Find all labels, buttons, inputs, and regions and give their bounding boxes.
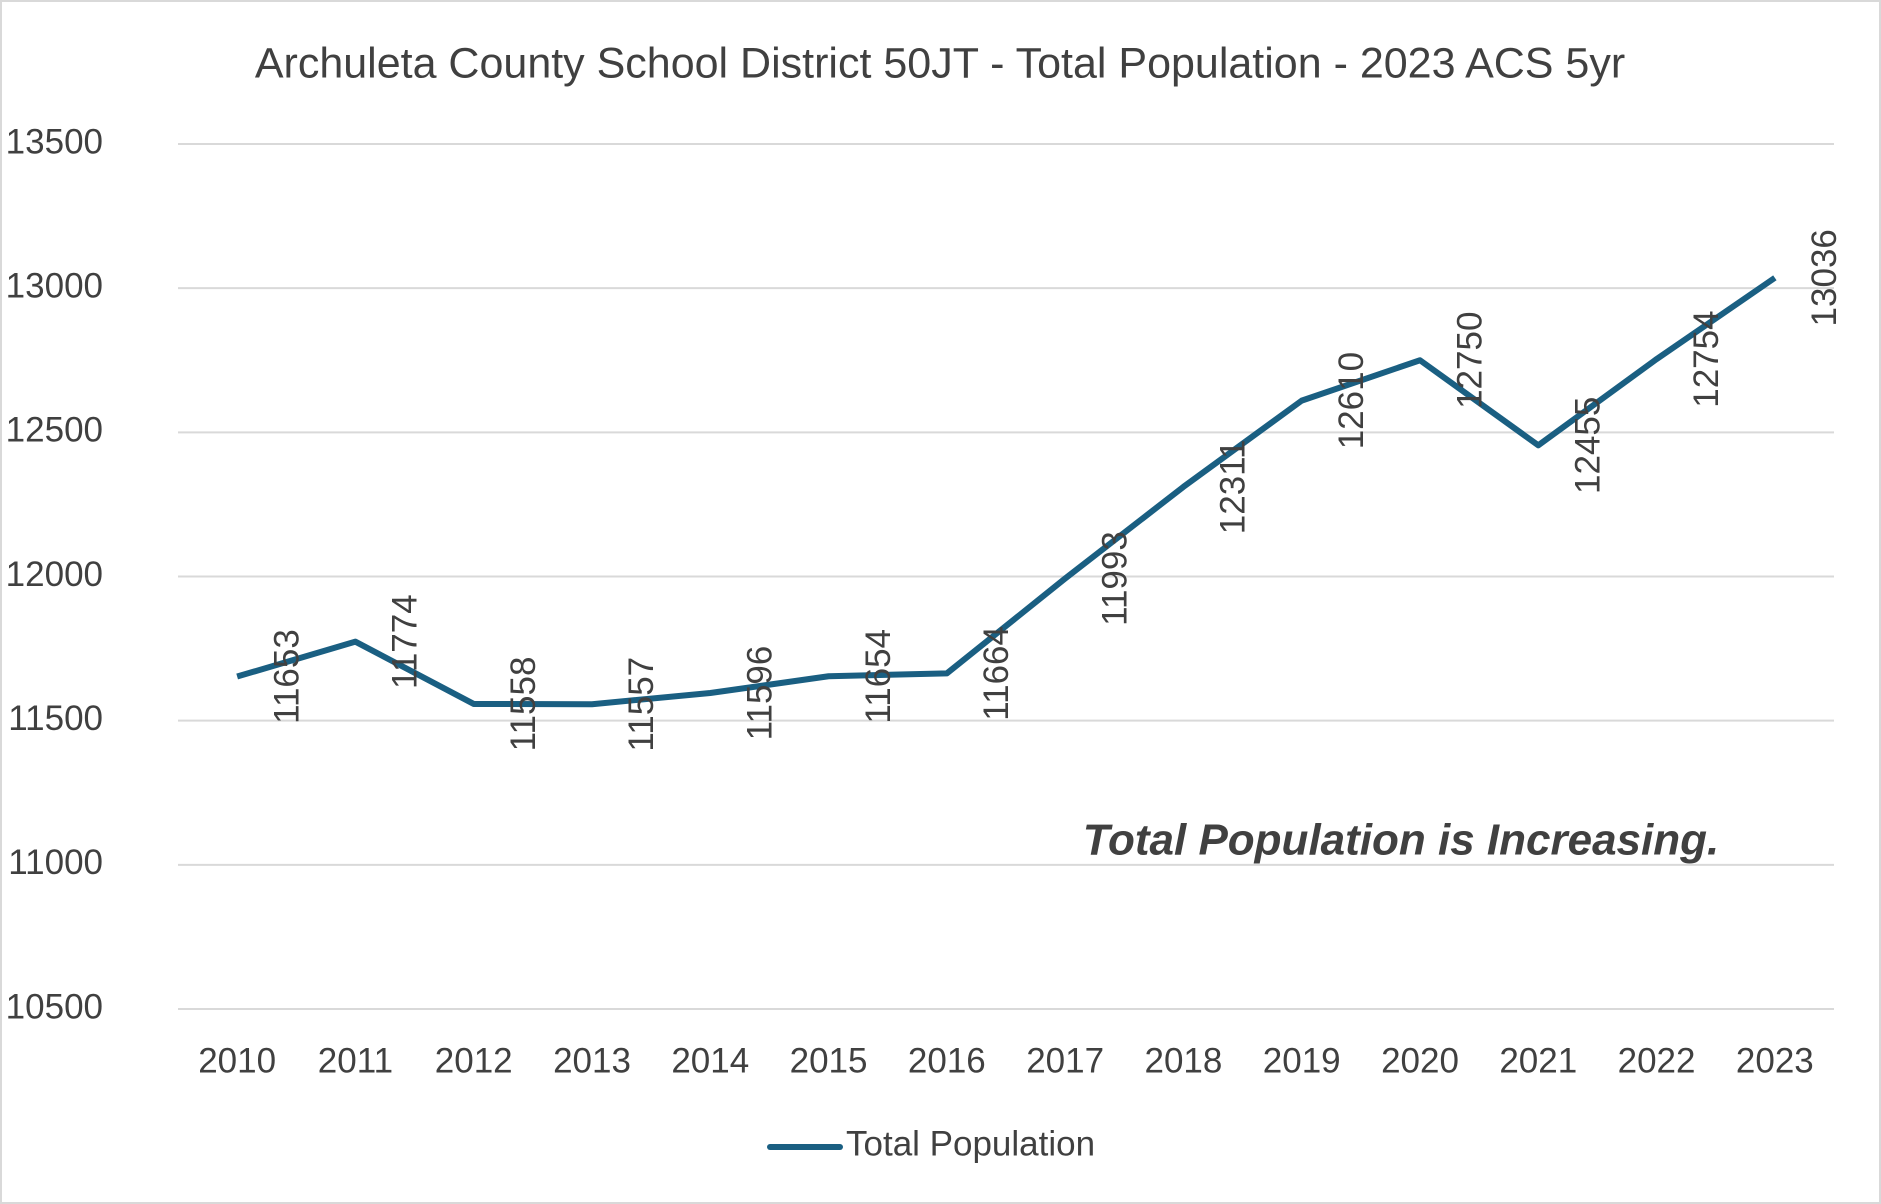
y-tick-label: 10500 — [6, 987, 103, 1026]
y-tick-label: 11000 — [8, 843, 103, 882]
y-tick-label: 13500 — [6, 122, 103, 161]
x-tick-label: 2012 — [435, 1041, 513, 1080]
data-label: 11596 — [741, 646, 780, 741]
x-tick-label: 2019 — [1263, 1041, 1341, 1080]
data-label: 12754 — [1687, 310, 1726, 407]
data-label: 11558 — [504, 657, 543, 752]
y-tick-label: 11500 — [8, 699, 103, 738]
x-tick-label: 2022 — [1618, 1041, 1696, 1080]
chart-title: Archuleta County School District 50JT - … — [255, 39, 1625, 87]
x-tick-label: 2023 — [1736, 1041, 1814, 1080]
y-tick-label: 13000 — [6, 266, 103, 305]
x-tick-label: 2017 — [1026, 1041, 1104, 1080]
data-label: 12311 — [1214, 439, 1253, 534]
data-label: 12610 — [1332, 352, 1371, 449]
x-tick-label: 2016 — [908, 1041, 986, 1080]
legend-label: Total Population — [846, 1124, 1095, 1163]
data-label: 11993 — [1095, 531, 1134, 626]
annotation: Total Population is Increasing. — [1083, 816, 1719, 865]
x-tick-label: 2021 — [1499, 1041, 1577, 1080]
y-tick-label: 12000 — [6, 555, 103, 594]
data-label: 12455 — [1569, 397, 1608, 494]
x-tick-label: 2010 — [198, 1041, 276, 1080]
data-line — [236, 275, 1777, 708]
x-tick-label: 2018 — [1144, 1041, 1222, 1080]
data-label: 11774 — [386, 594, 425, 689]
x-tick-label: 2013 — [553, 1041, 631, 1080]
data-label: 11653 — [267, 629, 306, 724]
x-tick-label: 2011 — [318, 1041, 393, 1080]
y-tick-label: 12500 — [6, 411, 103, 450]
data-label: 11557 — [622, 657, 661, 752]
x-tick-label: 2020 — [1381, 1041, 1459, 1080]
data-label: 13036 — [1805, 229, 1844, 326]
x-tick-label: 2014 — [671, 1041, 749, 1080]
data-label: 11654 — [859, 629, 898, 724]
data-label: 11664 — [977, 626, 1016, 721]
data-label: 12750 — [1450, 312, 1489, 409]
x-tick-label: 2015 — [790, 1041, 868, 1080]
